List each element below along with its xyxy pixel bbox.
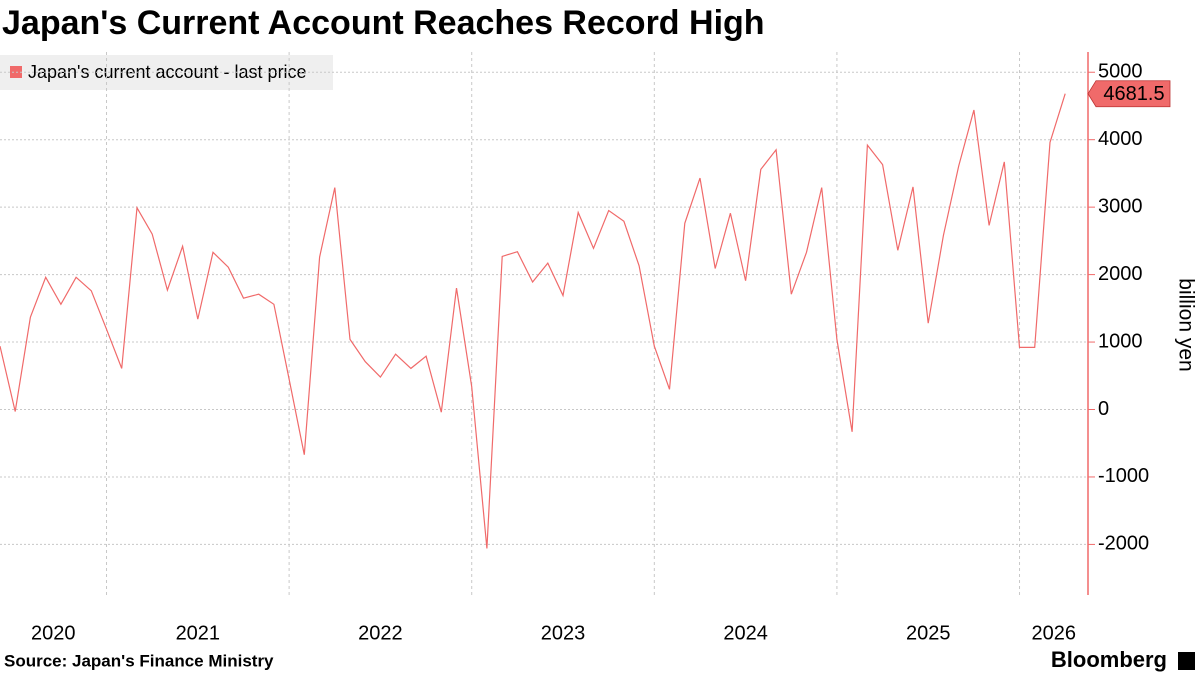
- x-tick-label: 2023: [541, 622, 586, 644]
- y-tick-label: -1000: [1098, 465, 1149, 487]
- last-value-label: 4681.5: [1103, 83, 1164, 105]
- chart-title: Japan's Current Account Reaches Record H…: [2, 4, 765, 42]
- data-line: [0, 93, 1066, 549]
- y-tick-label: 4000: [1098, 128, 1143, 150]
- y-tick-label: -2000: [1098, 533, 1149, 555]
- y-axis-title: billion yen: [1174, 278, 1197, 371]
- x-tick-label: 2024: [723, 622, 768, 644]
- source-note: Source: Japan's Finance Ministry: [4, 651, 274, 670]
- brand-icon: [1178, 652, 1195, 670]
- x-tick-label: 2025: [906, 622, 951, 644]
- y-tick-label: 0: [1098, 398, 1109, 420]
- x-tick-label: 2022: [358, 622, 403, 644]
- x-tick-label: 2020: [31, 622, 76, 644]
- y-tick-label: 1000: [1098, 330, 1143, 352]
- legend-label: Japan's current account - last price: [28, 62, 307, 82]
- y-tick-label: 2000: [1098, 263, 1143, 285]
- y-tick-label: 3000: [1098, 195, 1143, 217]
- x-tick-label: 2026: [1032, 622, 1077, 644]
- y-tick-label: 5000: [1098, 61, 1143, 83]
- x-tick-label: 2021: [176, 622, 221, 644]
- brand-logo: Bloomberg: [1051, 647, 1167, 672]
- last-value-tag: [1087, 80, 1171, 108]
